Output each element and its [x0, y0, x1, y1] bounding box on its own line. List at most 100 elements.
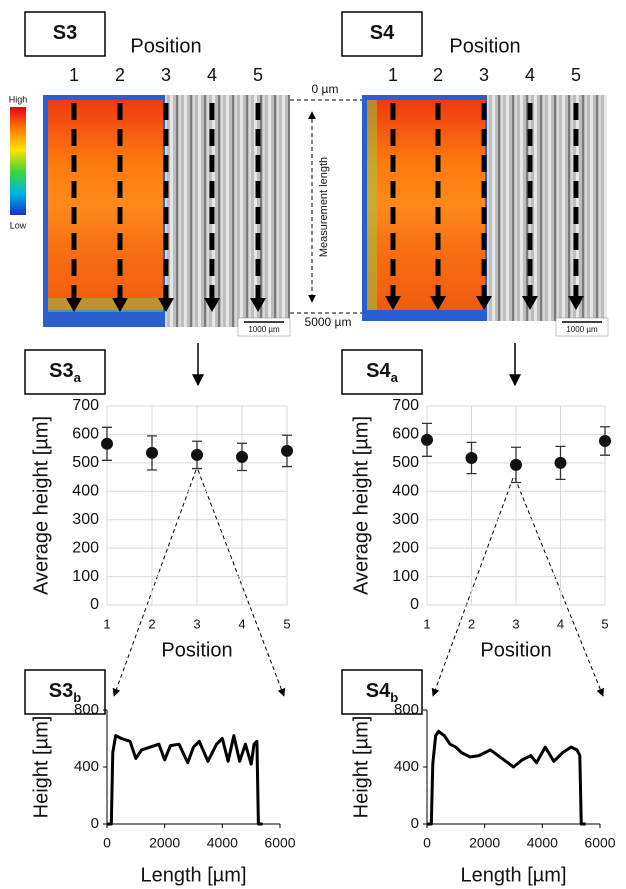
measure-end: 5000 µm [305, 315, 352, 329]
y-tick-label: 600 [392, 426, 419, 443]
x-tick-label: 3 [193, 616, 200, 631]
panel-label-sub: a [391, 370, 399, 385]
y-tick-label: 500 [392, 454, 419, 471]
arrow-head [430, 296, 446, 310]
x-tick-label: 2000 [469, 835, 500, 851]
arrow-head [385, 296, 401, 310]
panel-label: S4 [370, 22, 395, 44]
y-axis-title: Average height [µm] [350, 416, 372, 595]
panel-label-main: S3 [49, 680, 73, 702]
point [101, 437, 113, 450]
point [599, 434, 611, 447]
y-tick-label: 100 [392, 568, 419, 585]
panel-label-box [24, 669, 106, 715]
x-axis-title: Position [161, 639, 232, 661]
x-tick-label: 4000 [527, 835, 558, 851]
panel-label-main: S4 [366, 680, 391, 702]
panel-label-box [341, 349, 423, 395]
colorbar-high: High [9, 94, 28, 104]
arrow-head [66, 298, 82, 312]
y-tick-label: 400 [392, 483, 419, 500]
panel-label-box [24, 11, 106, 57]
profile-line [427, 729, 586, 826]
position-number: 1 [69, 65, 79, 85]
measure-start: 0 µm [312, 82, 339, 96]
position-number: 3 [161, 65, 171, 85]
panel-label-sub: b [73, 690, 81, 705]
point [146, 446, 158, 459]
x-tick-label: 6000 [584, 835, 615, 851]
x-tick-label: 1 [423, 616, 430, 631]
x-tick-label: 4 [238, 616, 245, 631]
x-tick-label: 4 [557, 616, 564, 631]
x-tick-label: 2 [148, 616, 155, 631]
panel-label-main: S3 [49, 360, 73, 382]
colorbar-low: Low [10, 220, 27, 230]
y-axis-title: Height [µm] [350, 716, 372, 819]
y-tick-label: 300 [392, 511, 419, 528]
x-axis-title: Position [480, 639, 551, 661]
y-tick-label: 800 [74, 701, 99, 718]
position-number: 2 [115, 65, 125, 85]
y-tick-label: 0 [90, 596, 99, 613]
point [510, 458, 522, 471]
panel-label: S4b [366, 680, 398, 705]
panel-label-box [341, 11, 423, 57]
y-tick-label: 700 [72, 397, 99, 414]
y-tick-label: 500 [72, 454, 99, 471]
arrow-head [476, 296, 492, 310]
panel-label-sub: a [74, 370, 82, 385]
position-number: 4 [207, 65, 217, 85]
y-tick-label: 200 [72, 539, 99, 556]
x-tick-label: 2000 [149, 835, 180, 851]
measure-label: Measurement length [318, 157, 330, 257]
y-tick-label: 100 [72, 568, 99, 585]
colorbar [10, 107, 26, 215]
y-tick-label: 0 [410, 596, 419, 613]
zoom-arrow [514, 477, 605, 697]
y-tick-label: 800 [394, 701, 419, 718]
panel-label-box [24, 349, 106, 395]
x-tick-label: 5 [601, 616, 608, 631]
x-tick-label: 5 [283, 616, 290, 631]
arrow-head [158, 298, 174, 312]
x-tick-label: 6000 [264, 835, 295, 851]
y-tick-label: 0 [411, 815, 419, 832]
scale-bar-label: 1000 µm [248, 325, 280, 334]
profile-line [107, 734, 263, 826]
point [236, 450, 248, 463]
position-title: Position [130, 35, 201, 57]
position-number: 5 [571, 65, 581, 85]
panel-label: S3 [53, 22, 77, 44]
x-tick-label: 0 [423, 835, 431, 851]
position-title: Position [449, 35, 520, 57]
position-number: 1 [388, 65, 398, 85]
panel-label-sub: b [390, 690, 398, 705]
panel-label-main: S3 [53, 22, 77, 44]
x-tick-label: 4000 [207, 835, 238, 851]
point [191, 448, 203, 461]
arrow-head [568, 296, 584, 310]
panel-label: S3b [49, 680, 81, 705]
panel-label-main: S4 [366, 360, 391, 382]
x-tick-label: 1 [103, 616, 110, 631]
arrow-head [522, 296, 538, 310]
panel-label-main: S4 [370, 22, 395, 44]
y-axis-title: Average height [µm] [30, 416, 52, 595]
y-tick-label: 300 [72, 511, 99, 528]
x-axis-title: Length [µm] [140, 864, 246, 886]
scale-bar-label: 1000 µm [566, 325, 598, 334]
position-number: 4 [525, 65, 535, 85]
y-tick-label: 200 [392, 539, 419, 556]
zoom-arrow [112, 469, 197, 697]
panel-label-box [341, 669, 423, 715]
image-s4 [362, 95, 607, 321]
y-tick-label: 600 [72, 426, 99, 443]
point [465, 452, 478, 465]
y-tick-label: 700 [392, 397, 419, 414]
y-tick-label: 400 [394, 758, 419, 775]
point [421, 433, 433, 446]
panel-label: S4a [366, 360, 398, 385]
